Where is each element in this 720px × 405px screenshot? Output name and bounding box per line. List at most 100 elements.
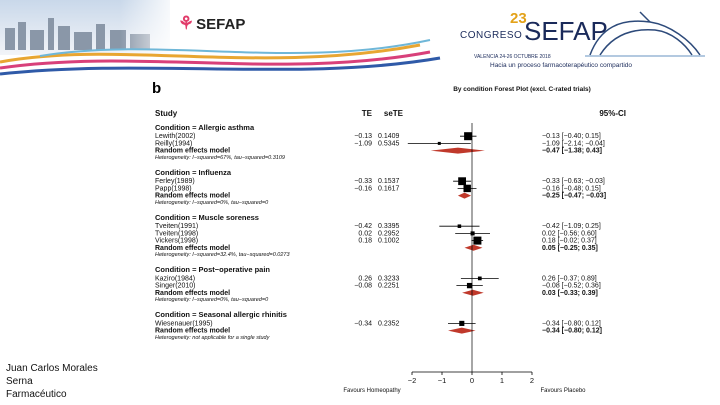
study-point — [470, 231, 475, 236]
random-effects-ci-text: 0.03 [−0.33; 0.39] — [542, 290, 598, 297]
study-point — [464, 132, 473, 141]
random-effects-label: Random effects model — [155, 193, 230, 200]
study-te: −1.09 — [354, 140, 372, 147]
study-sete: 0.1409 — [378, 133, 400, 140]
study-name: Vickers(1998) — [155, 238, 198, 245]
group-header: Condition = Post−operative pain — [155, 265, 270, 274]
study-ci-text: −0.33 [−0.63; −0.03] — [542, 178, 605, 185]
random-effects-label: Random effects model — [155, 328, 230, 335]
random-effects-diamond — [448, 327, 476, 334]
x-axis-tick-label: 1 — [500, 376, 504, 385]
random-effects-diamond — [430, 147, 485, 154]
congress-number: 23 — [510, 10, 527, 27]
study-ci-text: −0.13 [−0.40; 0.15] — [542, 133, 601, 140]
study-point — [463, 184, 471, 193]
study-ci-text: −0.16 [−0.48; 0.15] — [542, 185, 601, 192]
study-te: 0.18 — [358, 238, 372, 245]
congress-tagline: Hacia un proceso farmacoterapéutico comp… — [490, 62, 632, 69]
column-header-sete: seTE — [384, 109, 404, 118]
study-sete: 0.1537 — [378, 178, 400, 185]
random-effects-ci-text: −0.25 [−0.47; −0.03] — [542, 193, 606, 200]
random-effects-diamond — [462, 289, 484, 296]
study-te: −0.34 — [354, 320, 372, 327]
random-effects-label: Random effects model — [155, 290, 230, 297]
study-name: Lewith(2002) — [155, 133, 195, 140]
x-axis-tick-label: 2 — [530, 376, 534, 385]
study-sete: 0.2352 — [378, 320, 400, 327]
forest-plot-title: By condition Forest Plot (excl. C-rated … — [453, 86, 591, 93]
study-ci-text: −0.34 [−0.80; 0.12] — [542, 320, 601, 327]
study-point — [477, 276, 482, 281]
study-sete: 0.5345 — [378, 140, 400, 147]
group-header: Condition = Seasonal allergic rhinitis — [155, 310, 287, 319]
study-name: Kaziro(1984) — [155, 275, 195, 282]
study-ci-text: −0.08 [−0.52; 0.36] — [542, 283, 601, 290]
random-effects-ci-text: 0.05 [−0.25; 0.35] — [542, 245, 598, 252]
study-te: −0.16 — [354, 185, 372, 192]
study-ci-text: −1.09 [−2.14; −0.04] — [542, 140, 605, 147]
x-axis-tick-label: −2 — [408, 376, 417, 385]
heterogeneity-text: Heterogeneity: I−squared=0%, tau−squared… — [155, 297, 269, 303]
x-axis-tick-label: 0 — [470, 376, 474, 385]
valencia-arts-building — [585, 11, 705, 57]
study-te: −0.33 — [354, 178, 372, 185]
author-role: Farmacéutico — [6, 389, 67, 400]
random-effects-label: Random effects model — [155, 148, 230, 155]
study-name: Papp(1998) — [155, 185, 192, 192]
congress-brand: SEFAP — [524, 16, 608, 46]
study-ci-text: 0.26 [−0.37; 0.89] — [542, 275, 597, 282]
congress-word: CONGRESO — [460, 30, 523, 41]
random-effects-ci-text: −0.47 [−1.38; 0.43] — [542, 148, 602, 155]
sefap-logo-text: SEFAP — [196, 16, 246, 33]
study-sete: 0.3233 — [378, 275, 400, 282]
study-point — [459, 320, 465, 326]
study-ci-text: 0.02 [−0.56; 0.60] — [542, 230, 597, 237]
group-header: Condition = Muscle soreness — [155, 213, 259, 222]
study-name: Singer(2010) — [155, 283, 195, 290]
study-point — [457, 224, 462, 228]
group-header: Condition = Influenza — [155, 168, 232, 177]
study-sete: 0.1617 — [378, 185, 400, 192]
heterogeneity-text: Heterogeneity: not applicable for a sing… — [155, 335, 271, 341]
study-sete: 0.2251 — [378, 283, 400, 290]
heterogeneity-text: Heterogeneity: I−squared=67%, tau−square… — [155, 155, 285, 161]
study-te: 0.26 — [358, 275, 372, 282]
heterogeneity-text: Heterogeneity: I−squared=32.4%, tau−squa… — [155, 252, 290, 258]
study-name: Tveiten(1991) — [155, 223, 198, 230]
study-te: −0.42 — [354, 223, 372, 230]
study-name: Ferley(1989) — [155, 178, 195, 185]
study-te: 0.02 — [358, 230, 372, 237]
heterogeneity-text: Heterogeneity: I−squared=0%, tau−squared… — [155, 200, 269, 206]
favours-homeopathy-label: Favours Homeopathy — [343, 388, 400, 394]
author-caption: Juan Carlos Morales Serna Farmacéutico — [6, 362, 98, 401]
study-ci-text: 0.18 [−0.02; 0.37] — [542, 238, 597, 245]
group-header: Condition = Allergic asthma — [155, 123, 255, 132]
header-banner — [0, 0, 705, 76]
author-name-line1: Juan Carlos Morales — [6, 363, 98, 374]
random-effects-label: Random effects model — [155, 245, 230, 252]
study-ci-text: −0.42 [−1.09; 0.25] — [542, 223, 601, 230]
study-te: −0.08 — [354, 283, 372, 290]
random-effects-diamond — [464, 244, 483, 251]
study-point — [437, 141, 441, 145]
random-effects-diamond — [457, 192, 472, 199]
congress-place: VALENCIA 24-26 OCTUBRE 2018 — [474, 54, 551, 60]
sefap-logo: ⚘ SEFAP — [178, 13, 245, 34]
favours-placebo-label: Favours Placebo — [540, 388, 586, 394]
panel-letter: b — [152, 80, 162, 97]
study-te: −0.13 — [354, 133, 372, 140]
study-point — [466, 282, 473, 289]
sefap-logo-icon: ⚘ — [178, 13, 195, 33]
study-sete: 0.3395 — [378, 223, 400, 230]
study-sete: 0.1002 — [378, 238, 400, 245]
study-name: Reilly(1994) — [155, 140, 192, 147]
study-sete: 0.2952 — [378, 230, 400, 237]
column-header-ci: 95%-CI — [599, 109, 626, 118]
column-header-study: Study — [155, 109, 178, 118]
random-effects-ci-text: −0.34 [−0.80; 0.12] — [542, 328, 602, 335]
wave-ribbons — [0, 39, 441, 76]
study-point — [473, 236, 482, 245]
study-point — [458, 177, 467, 186]
author-name-line2: Serna — [6, 376, 33, 387]
